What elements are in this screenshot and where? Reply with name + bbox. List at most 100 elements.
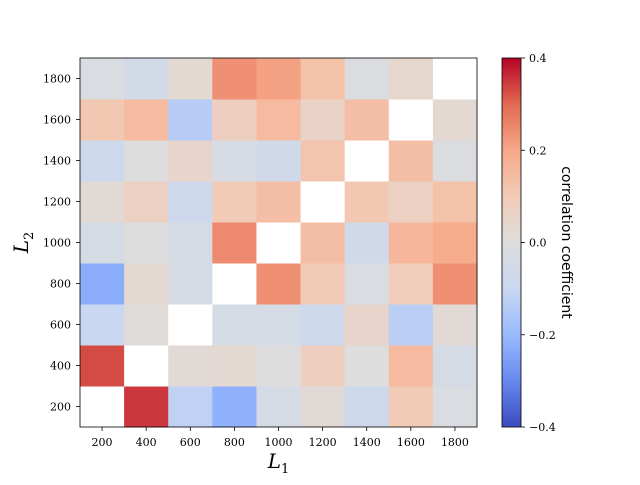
y-axis-ticks: 200 400 600 800 1000 1200 1400 1600 1800 [43,73,80,414]
heatmap-cell [212,181,257,223]
colorbar-tick-label: −0.2 [529,329,556,342]
heatmap-cell [256,58,302,100]
heatmap-cell [212,222,257,264]
colorbar-tick-label: 0.0 [529,237,547,250]
heatmap-cell [432,222,478,264]
heatmap-cell [344,304,390,346]
colorbar-tick-label: 0.4 [529,52,547,65]
heatmap-cell [344,140,390,182]
x-tick-label: 600 [180,436,201,449]
heatmap-cell [300,304,346,346]
y-tick-label: 1600 [43,114,71,127]
x-tick-label: 1600 [397,436,425,449]
heatmap-cell [80,345,125,387]
y-tick-label: 1200 [43,196,71,209]
heatmap-cells [80,58,478,428]
heatmap-cell [432,181,478,223]
heatmap-cell [432,140,478,182]
y-tick-label: 200 [50,401,71,414]
colorbar-ticks: 0.4 0.2 0.0 −0.2 −0.4 [521,52,556,434]
heatmap-cell [344,181,390,223]
y-tick-label: 1400 [43,155,71,168]
heatmap-cell [80,304,125,346]
heatmap-cell [80,58,125,100]
heatmap-cell [256,386,302,428]
x-tick-label: 400 [136,436,157,449]
heatmap-cell [432,99,478,141]
heatmap-cell [124,222,169,264]
heatmap-cell [432,58,478,100]
heatmap-cell [256,304,302,346]
y-tick-label: 1000 [43,237,71,250]
x-tick-label: 1800 [441,436,469,449]
heatmap-cell [388,222,434,264]
y-tick-label: 600 [50,319,71,332]
heatmap-cell [432,304,478,346]
heatmap-cell [124,99,169,141]
heatmap-cell [124,58,169,100]
heatmap-cell [388,263,434,305]
y-tick-label: 1800 [43,73,71,86]
heatmap-cell [300,263,346,305]
x-tick-label: 1000 [265,436,293,449]
heatmap-cell [80,222,125,264]
heatmap-cell [388,304,434,346]
y-tick-label: 400 [50,360,71,373]
x-tick-label: 1200 [309,436,337,449]
colorbar-gradient [501,57,522,428]
heatmap-cell [256,181,302,223]
heatmap-cell [168,345,213,387]
heatmap-cell [124,263,169,305]
x-tick-label: 1400 [353,436,381,449]
x-tick-label: 200 [92,436,113,449]
heatmap-cell [432,345,478,387]
colorbar: 0.4 0.2 0.0 −0.2 −0.4 correlation coefficien… [501,52,574,434]
heatmap-cell [300,386,346,428]
heatmap-cell [80,386,125,428]
heatmap-cell [432,263,478,305]
x-axis-label: L1 [267,449,290,477]
heatmap-cell [212,304,257,346]
colorbar-tick-label: 0.2 [529,144,547,157]
heatmap-cell [212,386,257,428]
y-axis-label: L2 [9,232,37,255]
heatmap-cell [388,58,434,100]
heatmap-cell [80,99,125,141]
colorbar-tick-label: −0.4 [529,421,556,434]
heatmap-cell [212,58,257,100]
x-tick-label: 800 [224,436,245,449]
heatmap-cell [256,140,302,182]
heatmap-cell [344,263,390,305]
heatmap-cell [388,181,434,223]
heatmap-cell [168,140,213,182]
heatmap-cell [344,58,390,100]
heatmap-cell [344,99,390,141]
heatmap-cell [168,181,213,223]
heatmap-cell [300,222,346,264]
heatmap-cell [212,345,257,387]
heatmap-cell [300,181,346,223]
heatmap-cell [344,222,390,264]
heatmap-cell [80,140,125,182]
heatmap-cell [388,140,434,182]
heatmap-cell [388,386,434,428]
heatmap-cell [168,58,213,100]
heatmap-cell [124,386,169,428]
heatmap-cell [344,386,390,428]
heatmap-cell [256,222,302,264]
heatmap-cell [388,345,434,387]
heatmap-cell [256,345,302,387]
heatmap-cell [300,140,346,182]
heatmap-cell [212,263,257,305]
heatmap-cell [124,304,169,346]
heatmap-cell [300,58,346,100]
heatmap-cell [388,99,434,141]
heatmap-cell [168,263,213,305]
heatmap-cell [168,99,213,141]
colorbar-label: correlation coefficient [558,166,574,319]
heatmap-cell [168,222,213,264]
heatmap-cell [256,99,302,141]
heatmap-cell [124,140,169,182]
heatmap-cell [300,345,346,387]
